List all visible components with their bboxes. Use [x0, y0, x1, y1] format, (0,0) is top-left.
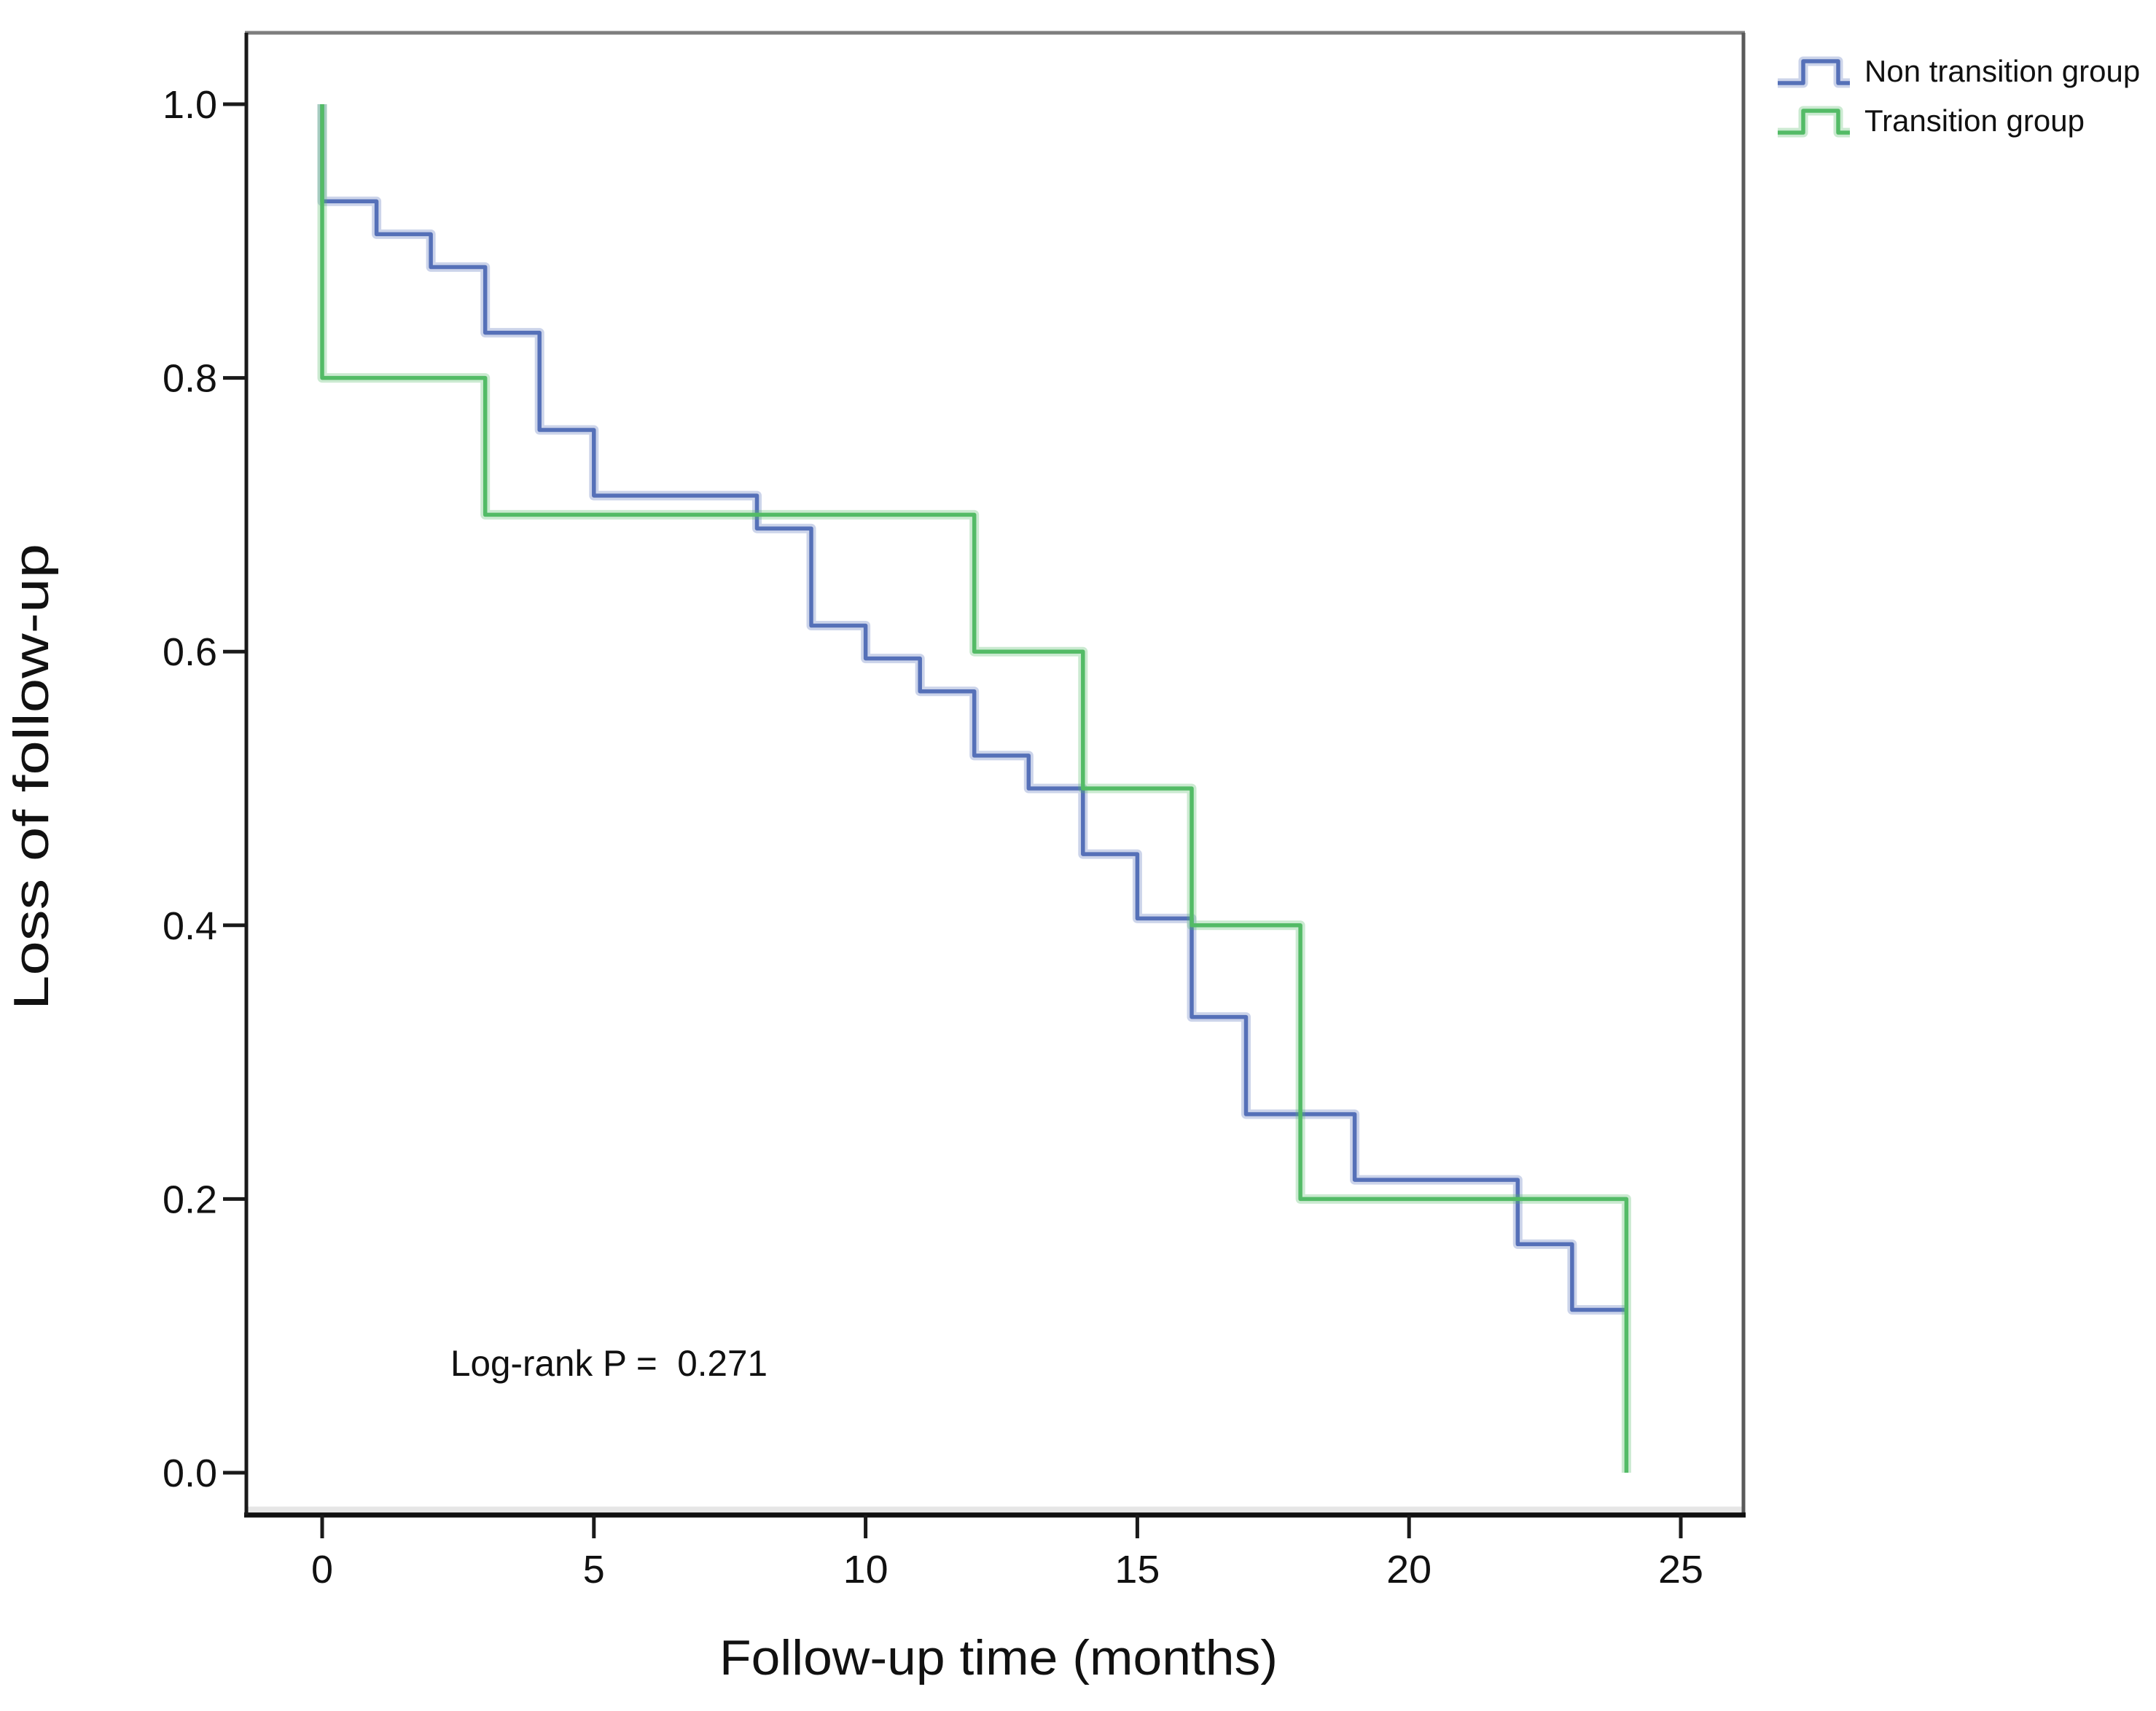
y-tick-label: 0.0 — [163, 1452, 217, 1495]
y-tick-label: 0.6 — [163, 630, 217, 674]
x-tick-label: 15 — [1114, 1548, 1160, 1591]
legend-item-non-transition: Non transition group — [1776, 51, 2140, 92]
y-tick-label: 0.2 — [163, 1178, 217, 1221]
legend-label-transition: Transition group — [1864, 103, 2085, 138]
x-tick-label: 20 — [1386, 1548, 1432, 1591]
x-tick-label: 25 — [1658, 1548, 1703, 1591]
legend-item-transition: Transition group — [1776, 101, 2140, 141]
y-tick-label: 0.4 — [163, 904, 217, 948]
non-transition-curve — [320, 104, 1627, 1312]
y-tick-label: 1.0 — [163, 83, 217, 127]
legend: Non transition group Transition group — [1776, 51, 2140, 141]
y-axis-title: Loss of follow-up — [4, 544, 59, 1010]
transition-curve-halo — [317, 104, 1631, 1473]
x-tick-label: 5 — [583, 1548, 605, 1591]
plot-area: 1.0 0.8 0.6 0.4 0.2 0.0 0 5 10 15 20 25 — [163, 31, 1746, 1591]
x-tick-label: 10 — [843, 1548, 888, 1591]
step-line-icon — [1778, 56, 1850, 88]
step-line-icon — [1778, 106, 1850, 138]
legend-label-non-transition: Non transition group — [1864, 54, 2141, 88]
transition-curve — [320, 104, 1629, 1473]
y-tick-label: 0.8 — [163, 357, 217, 401]
x-tick-label: 0 — [311, 1548, 333, 1591]
x-axis-title: Follow-up time (months) — [719, 1630, 1278, 1685]
logrank-annotation: Log-rank P = 0.271 — [450, 1343, 768, 1384]
